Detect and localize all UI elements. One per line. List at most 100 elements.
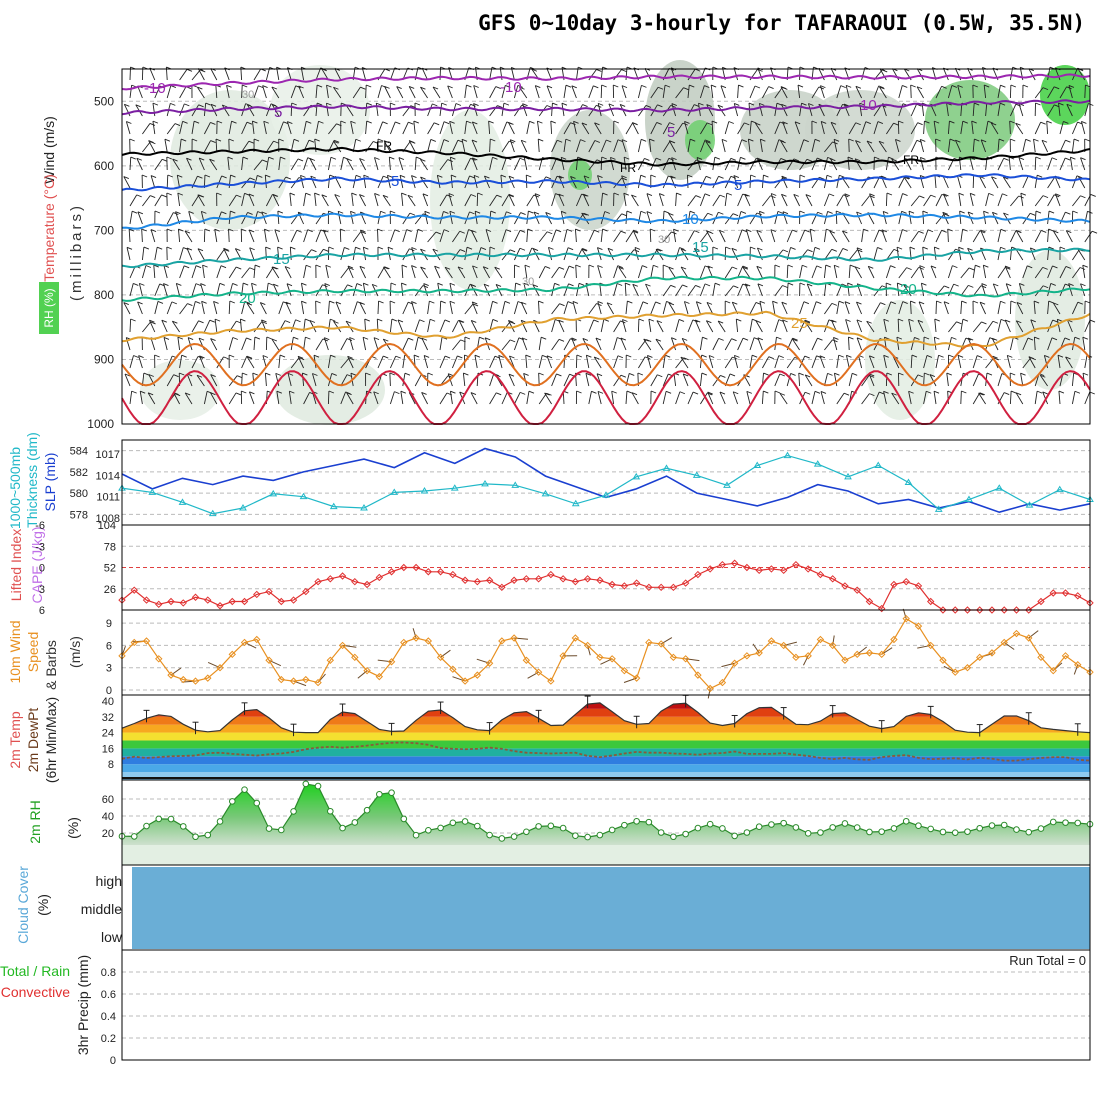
wind-barb-flag	[831, 319, 837, 323]
wind-barb-flag	[399, 174, 406, 178]
wind-barb	[259, 302, 267, 315]
wind-barb-flag	[129, 138, 135, 142]
wind-barb-flag	[329, 174, 335, 178]
temp-2m-ylabel-1: 2m Temp	[7, 711, 23, 769]
wind-barb-flag	[398, 157, 405, 161]
wind-barb	[774, 355, 780, 369]
wind-barb-flag	[272, 104, 278, 108]
wind-barb-flag	[836, 210, 842, 214]
wind-barb	[737, 265, 744, 279]
wind-barb	[359, 302, 367, 315]
wind-barb-flag	[305, 318, 311, 322]
lifted-index-point	[510, 576, 518, 584]
wind-barb-flag	[970, 192, 976, 196]
lifted-index-point	[559, 575, 567, 583]
wind-barb	[389, 355, 397, 369]
wind-barb	[613, 265, 619, 279]
wind-barb	[982, 265, 987, 279]
wind-barb	[536, 121, 540, 135]
wind-barb	[154, 194, 162, 207]
thickness-ylabel-1: 1000~500mb	[7, 447, 23, 529]
wind-barb-flag	[348, 357, 355, 361]
wind-barb	[847, 157, 850, 171]
wind-barb-flag	[519, 247, 526, 251]
wind-barb	[1039, 375, 1048, 387]
wind-barb-flag	[312, 373, 318, 376]
wind-barb	[707, 391, 714, 405]
wind-barb	[551, 319, 556, 333]
rh-point	[474, 822, 481, 830]
wind-barb	[1082, 265, 1086, 279]
wind-barb	[1002, 176, 1011, 189]
wind-barb-flag	[546, 392, 552, 396]
wind-barb-flag	[844, 301, 851, 305]
wind-barb-flag	[919, 265, 925, 269]
wind-barb	[265, 157, 270, 171]
upper-air-wind-barbs	[123, 66, 1098, 405]
wind-barb-flag	[414, 102, 421, 106]
wind-barb	[649, 228, 652, 243]
wind-barb-flag	[733, 285, 739, 289]
rh-point	[241, 786, 248, 793]
wind-barb	[687, 211, 691, 225]
rh-point	[277, 826, 285, 834]
wind-barb	[191, 301, 196, 315]
wind-barb-flag	[855, 140, 861, 143]
wind-barb	[163, 337, 168, 351]
wind-barb	[333, 140, 342, 153]
wind-barb-flag	[315, 264, 321, 268]
wind-barb	[916, 86, 924, 99]
wind-barb-flag	[305, 336, 311, 340]
wind-barb-flag	[177, 192, 184, 196]
isotherm-line	[121, 173, 1091, 192]
wind-barb	[1047, 194, 1055, 207]
wind-barb-flag	[528, 210, 534, 214]
wind-barb	[383, 140, 391, 153]
wind-barb-flag	[1027, 265, 1033, 269]
wind-barb	[1022, 337, 1029, 351]
wind-barb-flag	[829, 230, 835, 234]
wind-barb	[501, 85, 506, 99]
wind-barb-flag	[293, 138, 300, 142]
wind-barb	[473, 175, 478, 189]
wind-speed-point	[804, 652, 812, 660]
wind-barb-flag	[498, 355, 504, 358]
wind-barb-flag	[242, 84, 248, 88]
wind-barb-flag	[409, 86, 415, 89]
cloud-cover-panel: Cloud Cover (%) high middle low	[15, 866, 1090, 949]
isotherm-label: 5	[734, 177, 742, 194]
wind-speed-point	[485, 659, 494, 667]
wind-barb	[833, 373, 838, 387]
wind-barb	[885, 265, 891, 279]
wind-barb	[933, 391, 937, 405]
wind-barb-flag	[717, 320, 724, 324]
wind-barb	[1034, 122, 1042, 135]
wind-barb-flag	[922, 246, 928, 250]
lifted-index-point	[1000, 606, 1008, 614]
wind-barb	[621, 85, 627, 99]
wind-speed-point	[449, 665, 457, 673]
wind-barb-flag	[1015, 392, 1022, 396]
wind-barb	[427, 139, 432, 153]
rh-point	[951, 829, 959, 836]
wind-barb-flag	[908, 210, 915, 214]
wind-barb-flag	[449, 120, 455, 124]
wind-barb	[700, 392, 708, 405]
wind-barb-flag	[740, 156, 746, 160]
wind-barb-flag	[920, 139, 926, 142]
wind-barb-flag	[620, 374, 627, 378]
wind-barb	[252, 373, 255, 387]
wind-barb	[625, 391, 628, 405]
rh-2m-ylabel-2: (%)	[65, 817, 81, 839]
wind-barb	[213, 301, 218, 315]
wind-barb-flag	[387, 246, 394, 250]
wind-barb-flag	[471, 139, 478, 143]
wind-barb	[276, 391, 280, 405]
wind-barb-flag	[263, 120, 269, 124]
wind-barb	[757, 337, 763, 351]
wind-barb	[287, 373, 292, 387]
wind-barb-flag	[495, 284, 502, 287]
wind-barb-flag	[720, 85, 727, 89]
wind-barb-flag	[1066, 230, 1072, 233]
wind-barb	[885, 157, 889, 171]
